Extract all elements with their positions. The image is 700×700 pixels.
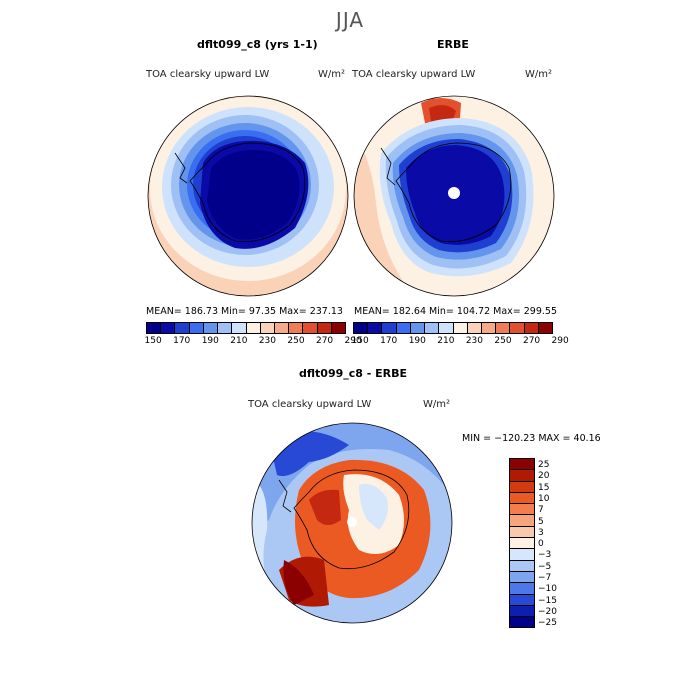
- colorbar-swatch: [510, 560, 534, 572]
- colorbar-tick-label: 210: [230, 336, 248, 346]
- colorbar-tick-label: 230: [258, 336, 277, 346]
- colorbar-swatch: [510, 594, 534, 606]
- colorbar-swatch: [453, 323, 468, 333]
- diff-colorbar-labels: 25 20 15 10 7 5 3 0 −3 −5 −7 −10 −15 −20 −25: [538, 458, 578, 628]
- colorbar-swatch: [481, 323, 497, 333]
- obs-stats: MEAN= 182.64 Min= 104.72 Max= 299.55: [354, 306, 558, 317]
- colorbar-tick-label: 170: [380, 336, 398, 346]
- colorbar-swatch: [303, 323, 318, 333]
- colorbar-swatch: [510, 583, 534, 595]
- colorbar-swatch: [510, 526, 534, 539]
- colorbar-swatch: [510, 549, 534, 561]
- model-var-label: TOA clearsky upward LW: [146, 69, 270, 80]
- colorbar-swatch: [147, 323, 162, 333]
- colorbar-tick-label: 150: [351, 336, 369, 346]
- colorbar-tick-label: 25: [538, 460, 550, 470]
- obs-panel-title: ERBE: [437, 38, 469, 51]
- figure-title: JJA: [335, 8, 365, 32]
- colorbar-swatch: [382, 323, 397, 333]
- colorbar-swatch: [274, 323, 290, 333]
- colorbar-swatch: [289, 323, 304, 333]
- colorbar-swatch: [510, 571, 534, 584]
- colorbar-swatch: [246, 323, 261, 333]
- diff-map: [251, 422, 453, 624]
- colorbar-swatch: [467, 323, 482, 333]
- colorbar-tick-label: 20: [538, 471, 550, 482]
- colorbar-swatch: [410, 323, 426, 333]
- colorbar-swatch: [189, 323, 204, 333]
- colorbar-swatch: [510, 459, 534, 471]
- model-panel-title: dflt099_c8 (yrs 1-1): [197, 38, 318, 51]
- colorbar-tick-label: 5: [538, 516, 544, 527]
- colorbar-tick-label: 290: [551, 336, 569, 346]
- model-units: W/m²: [318, 69, 346, 80]
- colorbar-swatch: [354, 323, 369, 333]
- colorbar-swatch: [510, 605, 534, 618]
- colorbar-swatch: [510, 515, 534, 527]
- diff-stats: MIN = −120.23 MAX = 40.16: [462, 433, 601, 444]
- model-stats: MEAN= 186.73 Min= 97.35 Max= 237.13: [146, 306, 343, 317]
- colorbar-tick-label: −15: [538, 595, 557, 606]
- obs-var-label: TOA clearsky upward LW: [352, 69, 476, 80]
- colorbar-swatch: [538, 323, 553, 333]
- colorbar-swatch: [218, 323, 233, 333]
- diff-units: W/m²: [423, 399, 451, 410]
- colorbar-swatch: [510, 538, 534, 550]
- diff-colorbar: [509, 458, 535, 629]
- colorbar-tick-label: 250: [287, 336, 305, 346]
- diff-panel-title: dflt099_c8 - ERBE: [299, 367, 408, 380]
- colorbar-tick-label: −7: [538, 573, 552, 583]
- colorbar-tick-label: −5: [538, 561, 552, 572]
- colorbar-tick-label: −20: [538, 606, 557, 617]
- colorbar-tick-label: 230: [465, 336, 484, 346]
- colorbar-tick-label: 190: [408, 336, 426, 346]
- colorbar-tick-label: 170: [173, 336, 191, 346]
- colorbar-swatch: [425, 323, 440, 333]
- obs-map: [353, 95, 555, 297]
- colorbar-swatch: [510, 481, 534, 493]
- colorbar-swatch: [496, 323, 511, 333]
- colorbar-swatch: [510, 617, 534, 628]
- colorbar-swatch: [260, 323, 275, 333]
- model-map: [147, 95, 349, 297]
- obs-units: W/m²: [525, 69, 553, 80]
- colorbar-swatch: [524, 323, 539, 333]
- colorbar-tick-label: 210: [437, 336, 455, 346]
- obs-colorbar-ticks: 150 170 190 210 230 250 270 290: [351, 336, 569, 348]
- colorbar-swatch: [510, 492, 534, 505]
- colorbar-swatch: [510, 504, 534, 516]
- colorbar-tick-label: −10: [538, 584, 557, 595]
- model-colorbar-ticks: 150 170 190 210 230 250 270 290: [144, 336, 362, 348]
- colorbar-tick-label: 290: [344, 336, 362, 346]
- colorbar-tick-label: 3: [538, 527, 544, 538]
- colorbar-tick-label: −3: [538, 550, 552, 561]
- colorbar-tick-label: 270: [522, 336, 541, 346]
- colorbar-swatch: [317, 323, 332, 333]
- colorbar-swatch: [175, 323, 190, 333]
- colorbar-tick-label: 0: [538, 539, 544, 550]
- colorbar-tick-label: 270: [315, 336, 334, 346]
- colorbar-swatch: [439, 323, 454, 333]
- colorbar-swatch: [510, 470, 534, 482]
- colorbar-swatch: [161, 323, 176, 333]
- colorbar-swatch: [510, 323, 525, 333]
- obs-colorbar: [353, 322, 553, 334]
- colorbar-swatch: [331, 323, 346, 333]
- diff-var-label: TOA clearsky upward LW: [248, 399, 372, 410]
- model-colorbar: [146, 322, 346, 334]
- colorbar-tick-label: 7: [538, 505, 544, 516]
- colorbar-swatch: [368, 323, 383, 333]
- colorbar-tick-label: 10: [538, 493, 550, 504]
- colorbar-tick-label: 150: [144, 336, 162, 346]
- colorbar-swatch: [396, 323, 411, 333]
- colorbar-tick-label: 190: [201, 336, 219, 346]
- colorbar-tick-label: 15: [538, 482, 550, 493]
- colorbar-swatch: [203, 323, 219, 333]
- colorbar-swatch: [232, 323, 247, 333]
- colorbar-tick-label: −25: [538, 618, 557, 629]
- colorbar-tick-label: 250: [494, 336, 512, 346]
